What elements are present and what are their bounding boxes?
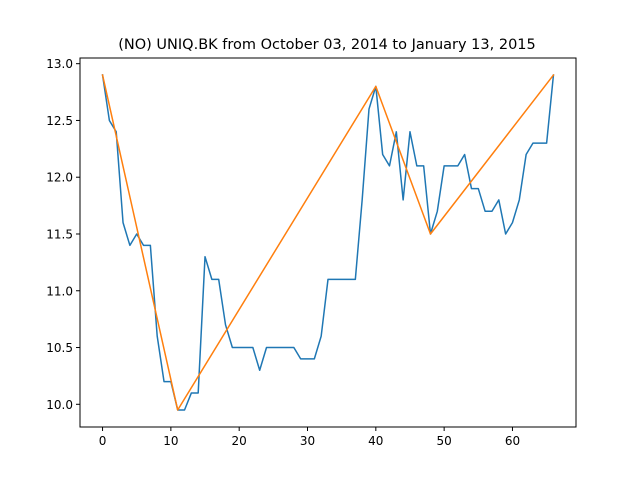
x-tick-label: 30 <box>300 434 315 448</box>
axes-frame <box>79 57 577 428</box>
series-line-2 <box>101 73 555 411</box>
chart-title: (NO) UNIQ.BK from October 03, 2014 to Ja… <box>118 37 536 53</box>
x-tick-label: 10 <box>163 434 178 448</box>
x-tick-label: 0 <box>99 434 107 448</box>
series-layer <box>101 73 555 411</box>
x-tick-label: 40 <box>368 434 383 448</box>
x-tick-label: 20 <box>232 434 247 448</box>
y-tick-label: 13.0 <box>46 57 73 71</box>
x-tick-label: 60 <box>505 434 520 448</box>
y-tick-label: 12.0 <box>46 171 73 185</box>
axes-layer: 0 10 20 30 40 50 60 10.0 10.5 11.0 11.5 12.0 12.5 13.… <box>46 57 577 448</box>
y-tick-label: 10.5 <box>46 341 73 355</box>
y-tick-label: 12.5 <box>46 114 73 128</box>
y-tick-label: 11.5 <box>46 227 73 241</box>
x-tick-label: 50 <box>437 434 452 448</box>
y-tick-label: 11.0 <box>46 284 73 298</box>
y-tick-label: 10.0 <box>46 398 73 412</box>
